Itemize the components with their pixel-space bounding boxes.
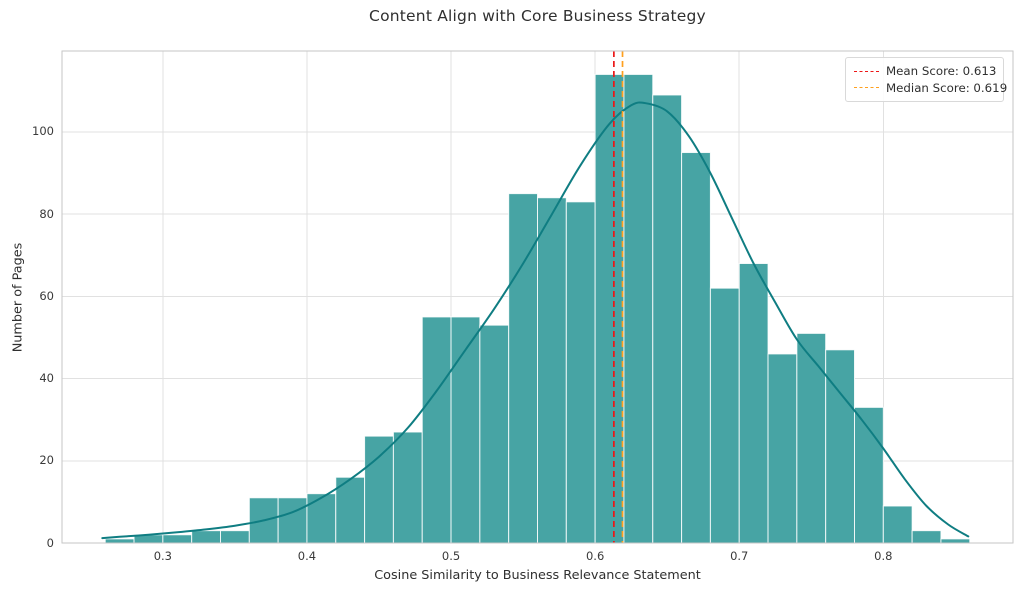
histogram-bar [104,538,135,544]
mean-line-swatch [854,70,879,72]
histogram-bar [738,263,769,544]
x-tick-label: 0.5 [441,549,461,563]
histogram-bar [392,431,423,544]
y-tick-label: 80 [39,206,54,221]
x-tick-label: 0.4 [297,549,317,563]
histogram-bar [565,201,596,544]
x-tick-label: 0.3 [153,549,173,563]
histogram-bar [709,287,740,544]
histogram-bar [825,349,856,544]
plot-border [61,50,1014,544]
x-axis-label: Cosine Similarity to Business Relevance … [374,568,701,583]
histogram-bar [220,530,250,544]
y-tick-label: 20 [39,453,54,468]
histogram-bar [537,197,567,544]
legend: Mean Score: 0.613 Median Score: 0.619 [845,57,1007,102]
chart-title: Content Align with Core Business Strateg… [369,7,706,25]
legend-item-mean: Mean Score: 0.613 [854,64,997,79]
x-tick-label: 0.6 [585,549,605,563]
histogram-bar [277,497,308,544]
histogram-bar [191,530,222,544]
y-tick-label: 100 [32,124,54,139]
histogram-bar [306,493,337,544]
y-tick-label: 0 [46,535,54,550]
histogram-bar [421,316,452,544]
histogram-bar [940,538,971,544]
histogram-bar [882,505,913,544]
histogram-bar [508,193,539,544]
kde-curve [101,101,970,540]
x-tick-label: 0.7 [730,549,749,563]
legend-label-mean: Mean Score: 0.613 [886,64,997,79]
histogram-bar [623,73,654,544]
y-tick-label: 60 [39,288,54,303]
histogram-bar [652,94,683,544]
x-tick-label: 0.8 [874,549,893,563]
median-line-swatch [854,87,879,89]
histogram-bar [681,152,711,544]
histogram-bar [450,316,481,544]
legend-item-median: Median Score: 0.619 [854,81,1007,95]
histogram-bar [767,353,798,544]
histogram-bar [796,332,827,544]
histogram-bar [911,530,942,544]
histogram-bar [162,534,193,544]
legend-label-median: Median Score: 0.619 [886,80,1008,95]
histogram-bar [335,476,366,544]
histogram-bar [364,435,394,544]
y-tick-label: 40 [39,371,54,386]
histogram-bar [479,324,510,544]
histogram-bar [594,73,625,544]
